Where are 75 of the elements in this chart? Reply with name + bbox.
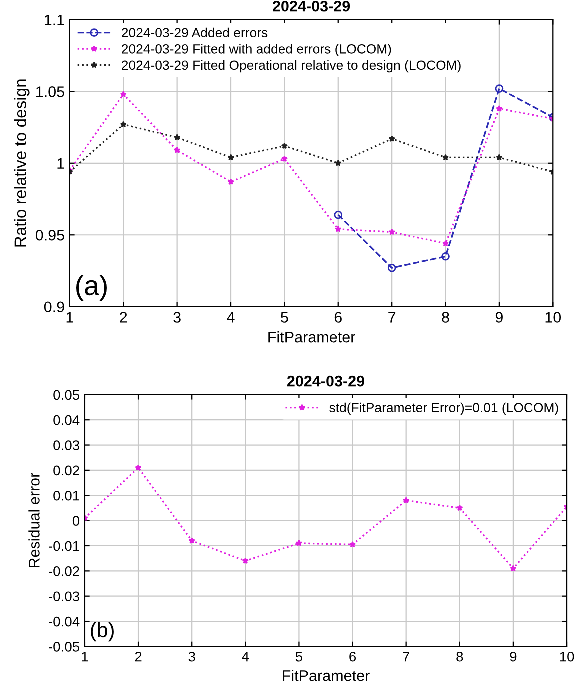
point (349, 541, 356, 548)
y-tick-label: 0.03 (54, 440, 80, 450)
legend-label: 2024-03-29 Added errors (122, 28, 268, 38)
x-tick-label: 6 (334, 312, 342, 323)
annotation: (a) (76, 275, 107, 302)
point (442, 154, 450, 161)
legend-label: 2024-03-29 Fitted with added errors (LOCOM) (122, 44, 392, 56)
y-tick-label: 0.9 (44, 302, 64, 313)
point (495, 84, 504, 93)
y-axis-title: Ratio relative to design (14, 80, 30, 247)
point (510, 565, 517, 572)
point (174, 147, 181, 154)
x-tick-label: 7 (403, 652, 410, 662)
x-axis-title: FitParameter (283, 670, 370, 682)
y-tick-label: -0.05 (49, 642, 80, 652)
x-tick-label: 8 (442, 312, 450, 323)
y-axis-title: Residual error (28, 473, 40, 568)
point (228, 178, 234, 185)
point (242, 558, 249, 564)
x-tick-label: 9 (496, 312, 503, 323)
point (442, 240, 450, 247)
point (442, 252, 450, 261)
x-tick-label: 10 (546, 312, 562, 323)
y-tick-label: 1.05 (36, 86, 64, 98)
point (228, 154, 234, 161)
x-tick-label: 4 (227, 312, 235, 323)
y-tick-label: -0.04 (49, 616, 80, 627)
y-tick-label: -0.01 (49, 541, 80, 552)
x-axis-title: FitParameter (268, 332, 356, 343)
point (335, 226, 342, 232)
point (120, 91, 127, 98)
x-tick-label: 2 (135, 652, 142, 662)
point (335, 160, 342, 166)
y-tick-label: 0.02 (54, 466, 80, 476)
x-tick-label: 4 (242, 652, 250, 662)
x-tick-label: 8 (456, 652, 464, 662)
x-tick-label: 10 (560, 652, 574, 662)
y-tick-label: -0.03 (49, 592, 80, 602)
y-tick-label: 0.05 (54, 390, 80, 400)
x-tick-label: 3 (174, 312, 181, 323)
y-tick-label: 1.1 (45, 14, 64, 26)
point (135, 464, 142, 471)
x-tick-label: 9 (510, 652, 517, 662)
point (188, 537, 196, 544)
x-tick-label: 3 (188, 652, 196, 662)
legend-label: 2024-03-29 Fitted Operational relative to design (LOCOM) (122, 60, 461, 73)
chart-title: 2024-03-29 (273, 0, 350, 12)
point (281, 156, 288, 162)
point (456, 504, 464, 512)
y-tick-label: 0.04 (54, 415, 80, 426)
x-tick-label: 1 (82, 652, 88, 662)
y-tick-label: -0.02 (49, 566, 80, 576)
x-tick-label: 5 (281, 312, 288, 323)
y-tick-label: 0 (72, 516, 80, 526)
y-tick-label: 0.95 (36, 230, 64, 241)
y-tick-label: 1 (58, 158, 64, 169)
point (402, 497, 410, 504)
chart-title: 2024-03-29 (287, 376, 365, 387)
point (296, 540, 303, 546)
point (388, 264, 396, 272)
point (388, 228, 396, 236)
point (388, 136, 396, 142)
x-tick-label: 5 (296, 652, 302, 662)
y-tick-label: 0.01 (54, 490, 80, 501)
x-tick-label: 2 (120, 312, 128, 323)
point (496, 105, 503, 112)
x-tick-label: 7 (388, 312, 396, 323)
legend-label: std(FitParameter Error)=0.01 (LOCOM) (330, 402, 558, 416)
point (174, 134, 181, 141)
point (496, 154, 503, 161)
x-tick-label: 6 (350, 652, 356, 662)
annotation: (b) (91, 622, 114, 642)
point (281, 142, 288, 150)
point (334, 210, 343, 220)
point (120, 121, 127, 128)
